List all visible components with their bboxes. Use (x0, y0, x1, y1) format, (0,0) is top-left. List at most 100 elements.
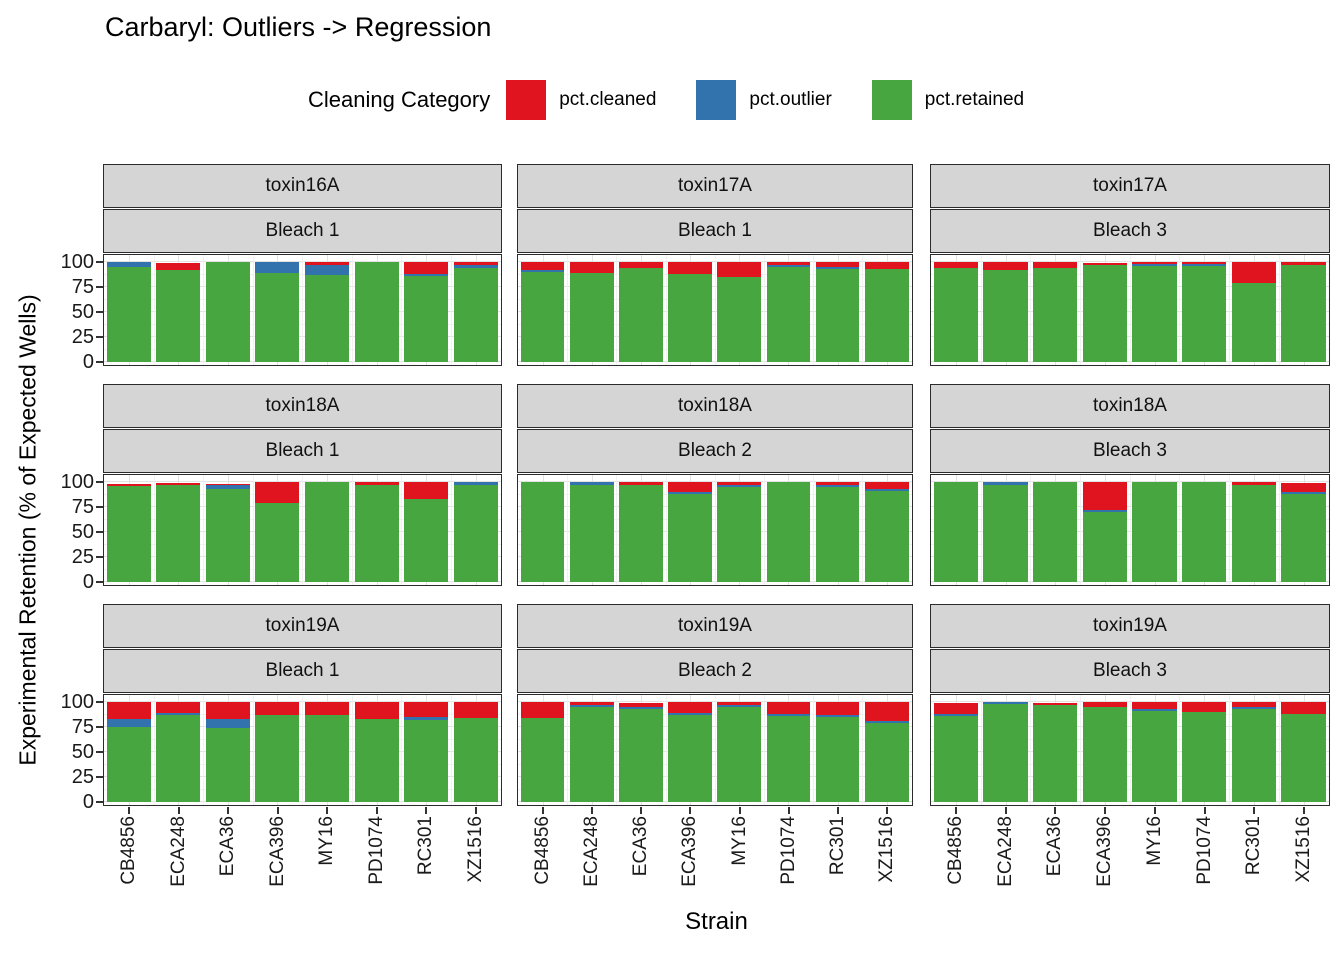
gridline-minor (980, 255, 982, 365)
facet-panel (930, 694, 1330, 806)
x-tick-label-ECA396: ECA396 (679, 816, 701, 887)
bar-XZ1516-pct.outlier (864, 721, 909, 723)
gridline-minor (203, 475, 205, 585)
bar-MY16-pct.outlier (717, 705, 762, 707)
bar-MY16-pct.cleaned (717, 482, 762, 485)
bar-PD1074-pct.cleaned (1182, 262, 1227, 264)
bar-XZ1516-pct.outlier (453, 265, 498, 268)
bar-CB4856-pct.outlier (106, 262, 151, 267)
bar-XZ1516-pct.cleaned (864, 702, 909, 721)
x-tick-label-MY16: MY16 (316, 816, 338, 866)
gridline-minor (980, 695, 982, 805)
y-tick-label: 100 (60, 690, 94, 713)
gridline-minor (302, 695, 304, 805)
bar-PD1074-pct.retained (354, 262, 399, 362)
x-tick-mark (177, 807, 180, 814)
bar-RC301-pct.cleaned (404, 262, 449, 274)
bar-XZ1516-pct.cleaned (864, 482, 909, 489)
y-tick-label: 75 (71, 275, 94, 298)
bar-ECA396-pct.retained (255, 503, 300, 582)
gridline-minor (1030, 475, 1032, 585)
legend-label-retained: pct.retained (924, 89, 1025, 110)
bar-MY16-pct.cleaned (1132, 702, 1177, 709)
y-tick-mark (96, 530, 103, 533)
x-tick-mark (276, 807, 279, 814)
bar-RC301-pct.cleaned (1231, 262, 1276, 283)
gridline-minor (450, 475, 452, 585)
x-tick-mark (689, 807, 692, 814)
bar-ECA396-pct.cleaned (668, 482, 712, 492)
bar-MY16-pct.cleaned (304, 262, 349, 265)
bar-MY16-pct.cleaned (717, 262, 762, 277)
bar-ECA248-pct.outlier (569, 482, 614, 485)
y-tick-mark (96, 700, 103, 703)
bar-RC301-pct.retained (404, 499, 449, 582)
bar-ECA396-pct.cleaned (668, 262, 712, 274)
bar-CB4856-pct.outlier (933, 714, 978, 716)
bar-ECA396-pct.cleaned (1082, 482, 1127, 510)
bar-XZ1516-pct.cleaned (1281, 483, 1326, 492)
bar-PD1074-pct.retained (766, 267, 811, 362)
bar-RC301-pct.retained (404, 720, 449, 802)
bar-ECA36-pct.retained (619, 485, 663, 582)
bar-PD1074-pct.cleaned (766, 702, 811, 714)
bar-RC301-pct.outlier (404, 717, 449, 720)
x-tick-mark (128, 807, 131, 814)
facet-toxin19A-bleach-3: toxin19A Bleach 3 (930, 604, 1330, 806)
y-tick-mark (96, 800, 103, 803)
facet-strip-toxin: toxin19A (103, 604, 502, 648)
gridline-minor (616, 255, 618, 365)
gridline-minor (153, 475, 155, 585)
gridline-minor (252, 475, 254, 585)
bar-ECA248-pct.retained (569, 273, 614, 362)
bar-ECA248-pct.retained (156, 485, 201, 582)
gridline-minor (1179, 695, 1181, 805)
bar-RC301-pct.retained (815, 717, 860, 802)
bar-ECA396-pct.cleaned (1082, 263, 1127, 265)
x-tick-label-MY16: MY16 (728, 816, 750, 866)
bar-PD1074-pct.retained (1182, 712, 1227, 802)
bar-PD1074-pct.cleaned (354, 482, 399, 485)
bar-PD1074-pct.retained (766, 716, 811, 802)
bar-ECA396-pct.outlier (668, 713, 712, 715)
bar-ECA36-pct.cleaned (619, 482, 663, 485)
facet-toxin17A-bleach-1: toxin17A Bleach 1 (517, 164, 913, 366)
y-tick-label: 100 (60, 250, 94, 273)
bar-ECA36-pct.retained (205, 489, 250, 582)
facet-strip-bleach: Bleach 1 (517, 209, 913, 253)
bar-CB4856-pct.retained (106, 486, 151, 582)
gridline-minor (763, 475, 765, 585)
gridline-minor (401, 695, 403, 805)
bar-MY16-pct.retained (304, 715, 349, 802)
bar-MY16-pct.outlier (304, 265, 349, 275)
bar-ECA248-pct.retained (983, 485, 1028, 582)
bar-ECA36-pct.retained (1033, 705, 1078, 802)
y-tick-mark (96, 555, 103, 558)
bar-ECA36-pct.outlier (205, 485, 250, 489)
bar-RC301-pct.cleaned (404, 482, 449, 499)
facet-strip-toxin: toxin18A (103, 384, 502, 428)
bar-PD1074-pct.outlier (766, 265, 811, 267)
bar-XZ1516-pct.outlier (1281, 492, 1326, 494)
bar-PD1074-pct.retained (354, 719, 399, 802)
facet-panel (103, 254, 502, 366)
bar-ECA36-pct.cleaned (619, 703, 663, 707)
gridline-minor (203, 255, 205, 365)
bar-ECA396-pct.retained (255, 273, 300, 362)
gridline-minor (763, 695, 765, 805)
bar-ECA396-pct.retained (668, 274, 712, 362)
bar-ECA248-pct.cleaned (569, 262, 614, 273)
bar-ECA248-pct.outlier (156, 713, 201, 715)
bar-CB4856-pct.retained (933, 716, 978, 802)
bar-ECA248-pct.retained (569, 707, 614, 802)
bar-ECA396-pct.retained (1082, 707, 1127, 802)
bar-CB4856-pct.retained (106, 267, 151, 362)
gridline-minor (1129, 255, 1131, 365)
bar-ECA248-pct.outlier (983, 702, 1028, 704)
bar-RC301-pct.retained (404, 276, 449, 362)
x-tick-label-RC301: RC301 (826, 816, 848, 876)
bar-CB4856-pct.cleaned (520, 262, 565, 270)
bar-ECA36-pct.outlier (619, 707, 663, 709)
bar-CB4856-pct.retained (520, 272, 565, 362)
bar-RC301-pct.cleaned (815, 702, 860, 715)
